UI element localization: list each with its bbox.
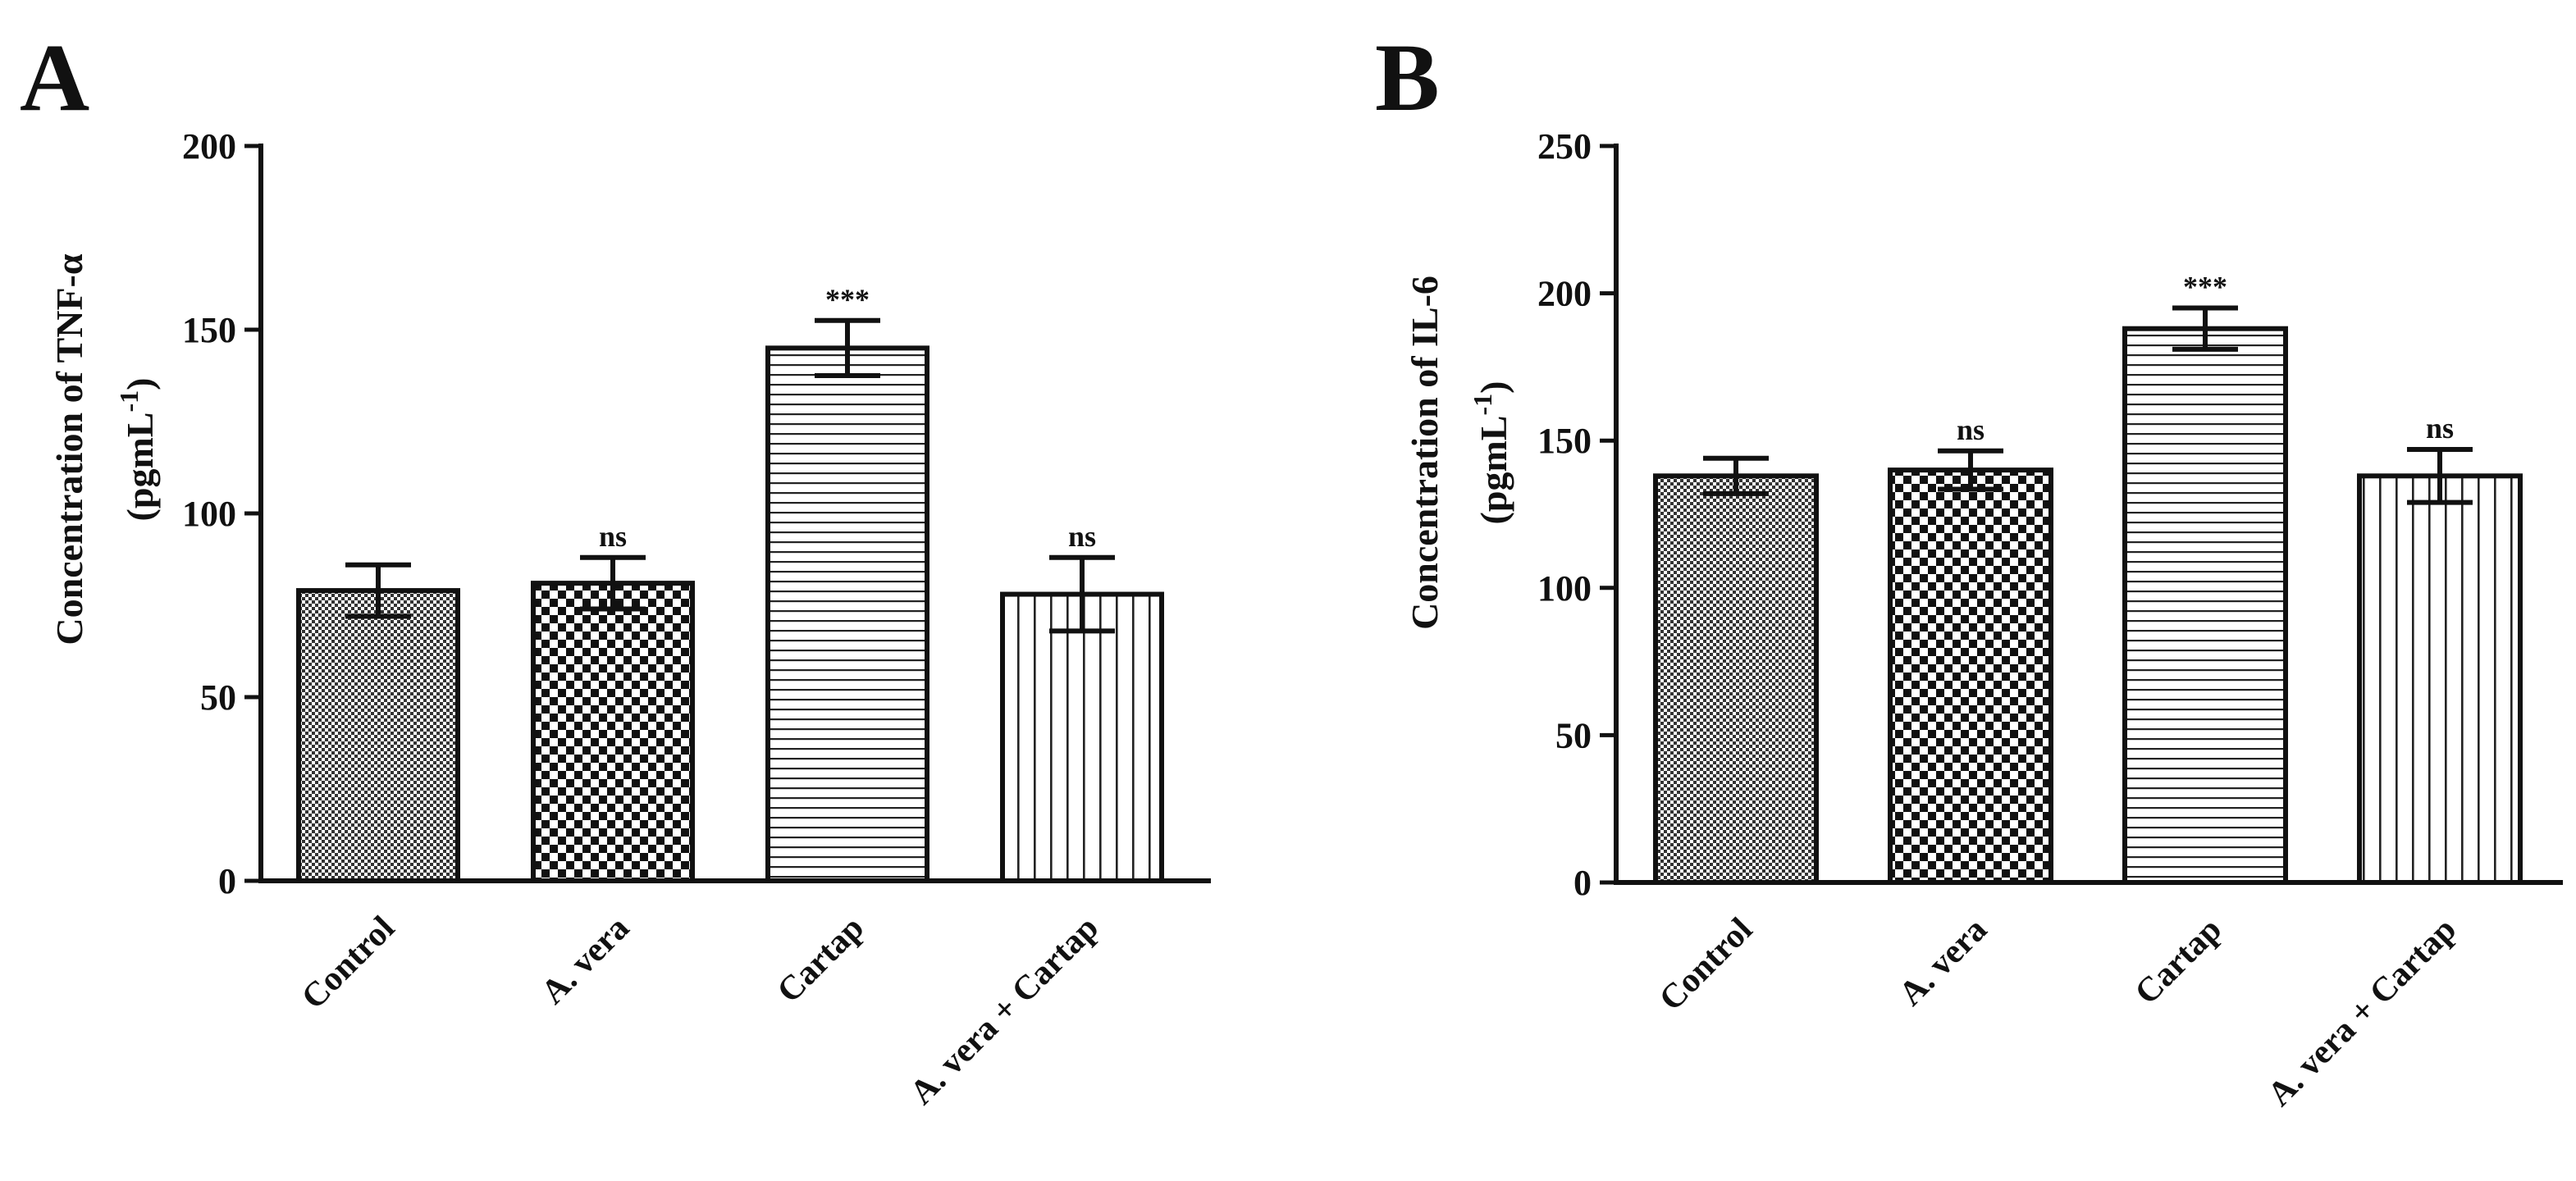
category-label-a-2: Cartap: [770, 910, 871, 1010]
category-label-b-2: Cartap: [2128, 911, 2229, 1012]
significance-label-a-2: ***: [825, 283, 870, 316]
bar-a-0: [296, 588, 460, 884]
y-axis-unit-sup-a: -1: [114, 390, 144, 413]
y-ticks-a: 0 50 100 150 200: [182, 126, 261, 901]
y-axis-title-text-a: Concentration of TNF-α: [48, 253, 90, 645]
bar-a-2: [765, 345, 929, 883]
y-ticks-b: 0 50 100 150 200 250: [1537, 126, 1616, 903]
category-label-a-1: A. vera: [534, 910, 637, 1012]
y-tick-label-a-4: 200: [182, 126, 236, 166]
y-tick-label-b-5: 250: [1537, 126, 1592, 166]
bar-b-0: [1653, 473, 1819, 886]
y-axis-unit-sup-b: -1: [1468, 394, 1497, 416]
y-tick-label-a-1: 50: [200, 677, 236, 718]
panel-b: B Concentration of IL-6 (pgmL-1) 0 50 100 1…: [1375, 24, 2563, 1114]
bars-a: ns *** ns: [296, 283, 1164, 884]
bar-a-3: [1000, 591, 1164, 883]
y-axis-unit-suffix-b: ): [1473, 381, 1514, 394]
y-tick-label-a-2: 100: [182, 494, 236, 534]
panel-letter-b: B: [1375, 24, 1440, 131]
significance-label-b-2: ***: [2183, 271, 2227, 303]
bar-b-3: [2357, 473, 2523, 886]
y-axis-title-b: Concentration of IL-6: [1404, 276, 1446, 630]
y-axis-unit-a: (pgmL-1): [114, 378, 161, 522]
category-label-b-3: A. vera + Cartap: [2261, 911, 2464, 1114]
y-tick-label-b-2: 100: [1537, 568, 1592, 609]
y-tick-label-b-0: 0: [1573, 863, 1592, 903]
significance-label-a-3: ns: [1068, 520, 1096, 553]
y-axis-unit-b: (pgmL-1): [1468, 381, 1514, 525]
svg-text:(pgmL-1): (pgmL-1): [114, 378, 161, 522]
category-label-a-3: A. vera + Cartap: [903, 910, 1106, 1112]
y-tick-label-a-3: 150: [182, 310, 236, 350]
y-tick-label-b-3: 150: [1537, 421, 1592, 461]
category-labels-b: Control A. vera Cartap A. vera + Cartap: [1652, 911, 2464, 1114]
bar-a-1: [531, 581, 695, 883]
panel-a: A Concentration of TNF-α (pgmL-1) 0 50 100…: [20, 24, 1211, 1112]
category-label-b-0: Control: [1652, 911, 1760, 1019]
category-labels-a: Control A. vera Cartap A. vera + Cartap: [295, 910, 1106, 1112]
y-axis-unit-prefix-b: (pgmL: [1473, 416, 1514, 525]
axes-a: [258, 144, 1211, 883]
svg-text:(pgmL-1): (pgmL-1): [1468, 381, 1514, 525]
panel-letter-a: A: [20, 24, 89, 131]
y-axis-title-text-b: Concentration of IL-6: [1404, 276, 1446, 630]
significance-label-b-3: ns: [2426, 412, 2454, 445]
y-tick-label-b-4: 200: [1537, 274, 1592, 314]
y-axis-unit-prefix-a: (pgmL: [119, 413, 161, 522]
y-axis-unit-suffix-a: ): [119, 378, 161, 390]
bars-b: ns *** ns: [1653, 271, 2523, 886]
bar-b-2: [2122, 326, 2288, 886]
significance-label-b-1: ns: [1957, 413, 1985, 446]
y-tick-label-a-0: 0: [218, 861, 236, 901]
category-label-a-0: Control: [295, 910, 402, 1017]
y-axis-title-a: Concentration of TNF-α: [48, 253, 90, 645]
category-label-b-1: A. vera: [1892, 911, 1994, 1014]
significance-label-a-1: ns: [599, 520, 627, 553]
axes-b: [1614, 144, 2563, 885]
bar-b-1: [1888, 467, 2053, 885]
y-tick-label-b-1: 50: [1555, 715, 1592, 755]
